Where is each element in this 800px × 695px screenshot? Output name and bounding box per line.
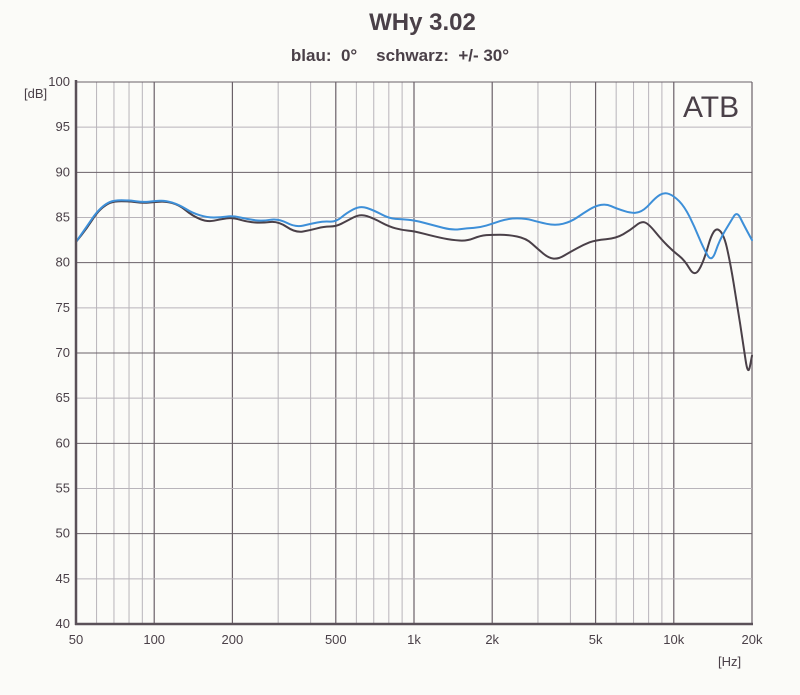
x-tick-label: 1k: [407, 632, 421, 647]
y-tick-label: 55: [56, 481, 70, 496]
chart-title: WHy 3.02: [369, 9, 476, 36]
x-tick-label: 100: [143, 632, 165, 647]
x-tick-label: 50: [69, 632, 83, 647]
y-tick-label: 40: [56, 616, 70, 631]
y-axis-unit: [dB]: [24, 86, 47, 101]
y-tick-label: 65: [56, 390, 70, 405]
y-tick-label: 70: [56, 345, 70, 360]
y-tick-label: 95: [56, 119, 70, 134]
x-tick-label: 200: [222, 632, 244, 647]
data-series: [75, 192, 753, 372]
x-tick-label: 500: [325, 632, 347, 647]
x-tick-label: 10k: [663, 632, 684, 647]
y-tick-label: 90: [56, 164, 70, 179]
series-0deg-line: [75, 192, 753, 260]
axes: [74, 80, 753, 626]
y-tick-label: 85: [56, 210, 70, 225]
x-tick-label: 20k: [742, 632, 763, 647]
grid: [75, 81, 753, 625]
y-tick-label: 60: [56, 435, 70, 450]
y-tick-label: 75: [56, 300, 70, 315]
atb-badge: ATB: [683, 91, 739, 124]
y-tick-label: 45: [56, 571, 70, 586]
x-tick-label: 5k: [589, 632, 603, 647]
x-axis-unit: [Hz]: [718, 654, 741, 669]
x-tick-label: 2k: [485, 632, 499, 647]
chart-subtitle: blau: 0° schwarz: +/- 30°: [290, 46, 510, 65]
y-tick-label: 50: [56, 526, 70, 541]
y-tick-label: 100: [48, 74, 70, 89]
y-tick-label: 80: [56, 255, 70, 270]
